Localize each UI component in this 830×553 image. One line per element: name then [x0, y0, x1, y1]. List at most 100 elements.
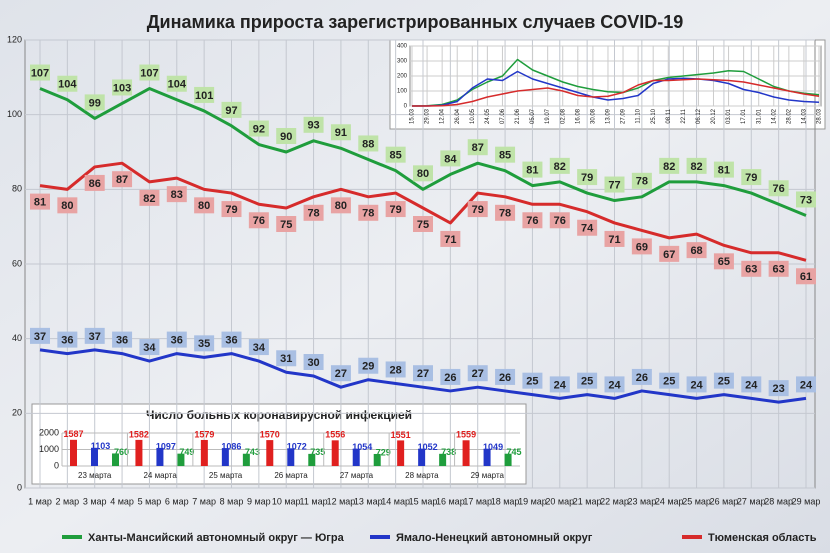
- x-tick-label: 22 мар: [600, 496, 629, 506]
- data-label: 91: [335, 127, 347, 139]
- bar: [287, 448, 295, 466]
- data-label: 37: [34, 331, 46, 343]
- data-label-box: [577, 219, 598, 236]
- chart-title: Динамика прироста зарегистрированных слу…: [147, 12, 684, 32]
- data-label: 749: [179, 447, 194, 457]
- x-tick-label: 28 мар: [764, 496, 793, 506]
- x-tick-label: 25 мар: [682, 496, 711, 506]
- x-tick-label: 03.01: [726, 108, 732, 124]
- data-label: 104: [58, 79, 77, 91]
- x-tick-label: 29 мар: [792, 496, 821, 506]
- x-tick-label: 25 марта: [209, 471, 243, 480]
- data-label-box: [358, 135, 379, 152]
- data-label: 28: [390, 364, 402, 376]
- x-tick-label: 5 мар: [138, 496, 162, 506]
- data-label-box: [139, 64, 160, 81]
- x-tick-label: 2 мар: [55, 496, 79, 506]
- data-label-box: [112, 171, 133, 188]
- bar: [331, 440, 339, 466]
- x-tick-label: 3 мар: [83, 496, 107, 506]
- data-label-box: [440, 230, 461, 247]
- data-label: 1072: [287, 442, 307, 452]
- data-label: 34: [253, 342, 266, 354]
- data-label-box: [303, 116, 324, 133]
- bar: [221, 448, 229, 466]
- data-label-box: [686, 376, 707, 393]
- y-tick-label: 0: [17, 482, 22, 492]
- data-label-box: [413, 165, 433, 182]
- data-label: 90: [280, 131, 292, 143]
- x-tick-label: 10.05: [470, 108, 476, 124]
- data-label: 30: [307, 357, 319, 369]
- data-label: 81: [34, 197, 46, 209]
- bar: [483, 448, 491, 466]
- legend-label: Ямало-Ненецкий автономный округ: [396, 532, 593, 544]
- data-label: 87: [472, 142, 484, 154]
- data-label: 1556: [325, 430, 345, 440]
- data-label: 24: [745, 379, 758, 391]
- x-tick-label: 24 марта: [143, 471, 177, 480]
- data-label: 107: [140, 67, 158, 79]
- x-tick-label: 20 мар: [545, 496, 574, 506]
- bar: [397, 440, 405, 466]
- x-tick-label: 05.07: [530, 108, 536, 124]
- bar: [504, 453, 512, 466]
- x-tick-label: 27.09: [621, 108, 627, 124]
- y-tick-label: 1000: [39, 444, 59, 454]
- data-label-box: [385, 201, 406, 218]
- data-label: 24: [608, 379, 621, 391]
- data-label: 1097: [156, 441, 176, 451]
- data-label: 27: [417, 368, 429, 380]
- x-tick-label: 26.04: [455, 108, 461, 124]
- legend-label: Тюменская область: [708, 532, 817, 544]
- x-tick-label: 21 мар: [573, 496, 602, 506]
- data-label: 85: [499, 150, 511, 162]
- data-label: 25: [581, 376, 593, 388]
- x-tick-label: 14.03: [802, 108, 808, 124]
- data-label: 77: [608, 179, 620, 191]
- x-tick-label: 4 мар: [110, 496, 134, 506]
- x-tick-label: 16.08: [575, 108, 581, 124]
- data-label: 729: [376, 447, 391, 457]
- data-label-box: [768, 260, 789, 277]
- x-tick-label: 22.11: [681, 108, 687, 123]
- data-label: 36: [225, 335, 237, 347]
- bar: [373, 453, 381, 466]
- series-line: [412, 70, 820, 107]
- data-label: 81: [718, 165, 730, 177]
- bar: [266, 440, 274, 466]
- data-label: 36: [116, 335, 128, 347]
- data-label-box: [166, 186, 187, 203]
- data-label: 82: [690, 161, 702, 173]
- data-label: 93: [307, 120, 319, 132]
- bar: [200, 439, 208, 466]
- data-label: 103: [113, 82, 131, 94]
- data-label-box: [741, 376, 762, 393]
- data-label: 34: [143, 342, 156, 354]
- x-tick-label: 17 мар: [463, 496, 492, 506]
- bar: [418, 448, 426, 466]
- data-label-box: [221, 331, 242, 348]
- data-label: 760: [114, 447, 129, 457]
- x-tick-label: 11.10: [636, 108, 642, 123]
- data-label-box: [604, 376, 625, 393]
- data-label: 82: [143, 193, 155, 205]
- x-tick-label: 15 мар: [409, 496, 438, 506]
- data-label: 88: [362, 138, 374, 150]
- data-label-box: [330, 365, 351, 382]
- data-label-box: [57, 331, 78, 348]
- data-label: 37: [89, 331, 101, 343]
- x-tick-label: 10 мар: [272, 496, 301, 506]
- x-tick-label: 30.08: [590, 108, 596, 124]
- series-line: [39, 87, 807, 217]
- x-tick-label: 26 мар: [710, 496, 739, 506]
- data-label: 85: [390, 150, 402, 162]
- x-tick-label: 8 мар: [220, 496, 244, 506]
- data-label: 73: [800, 194, 812, 206]
- data-label-box: [330, 197, 351, 214]
- data-label-box: [686, 157, 707, 174]
- data-label: 83: [171, 189, 183, 201]
- x-tick-label: 1 мар: [28, 496, 52, 506]
- x-tick-label: 19 мар: [518, 496, 547, 506]
